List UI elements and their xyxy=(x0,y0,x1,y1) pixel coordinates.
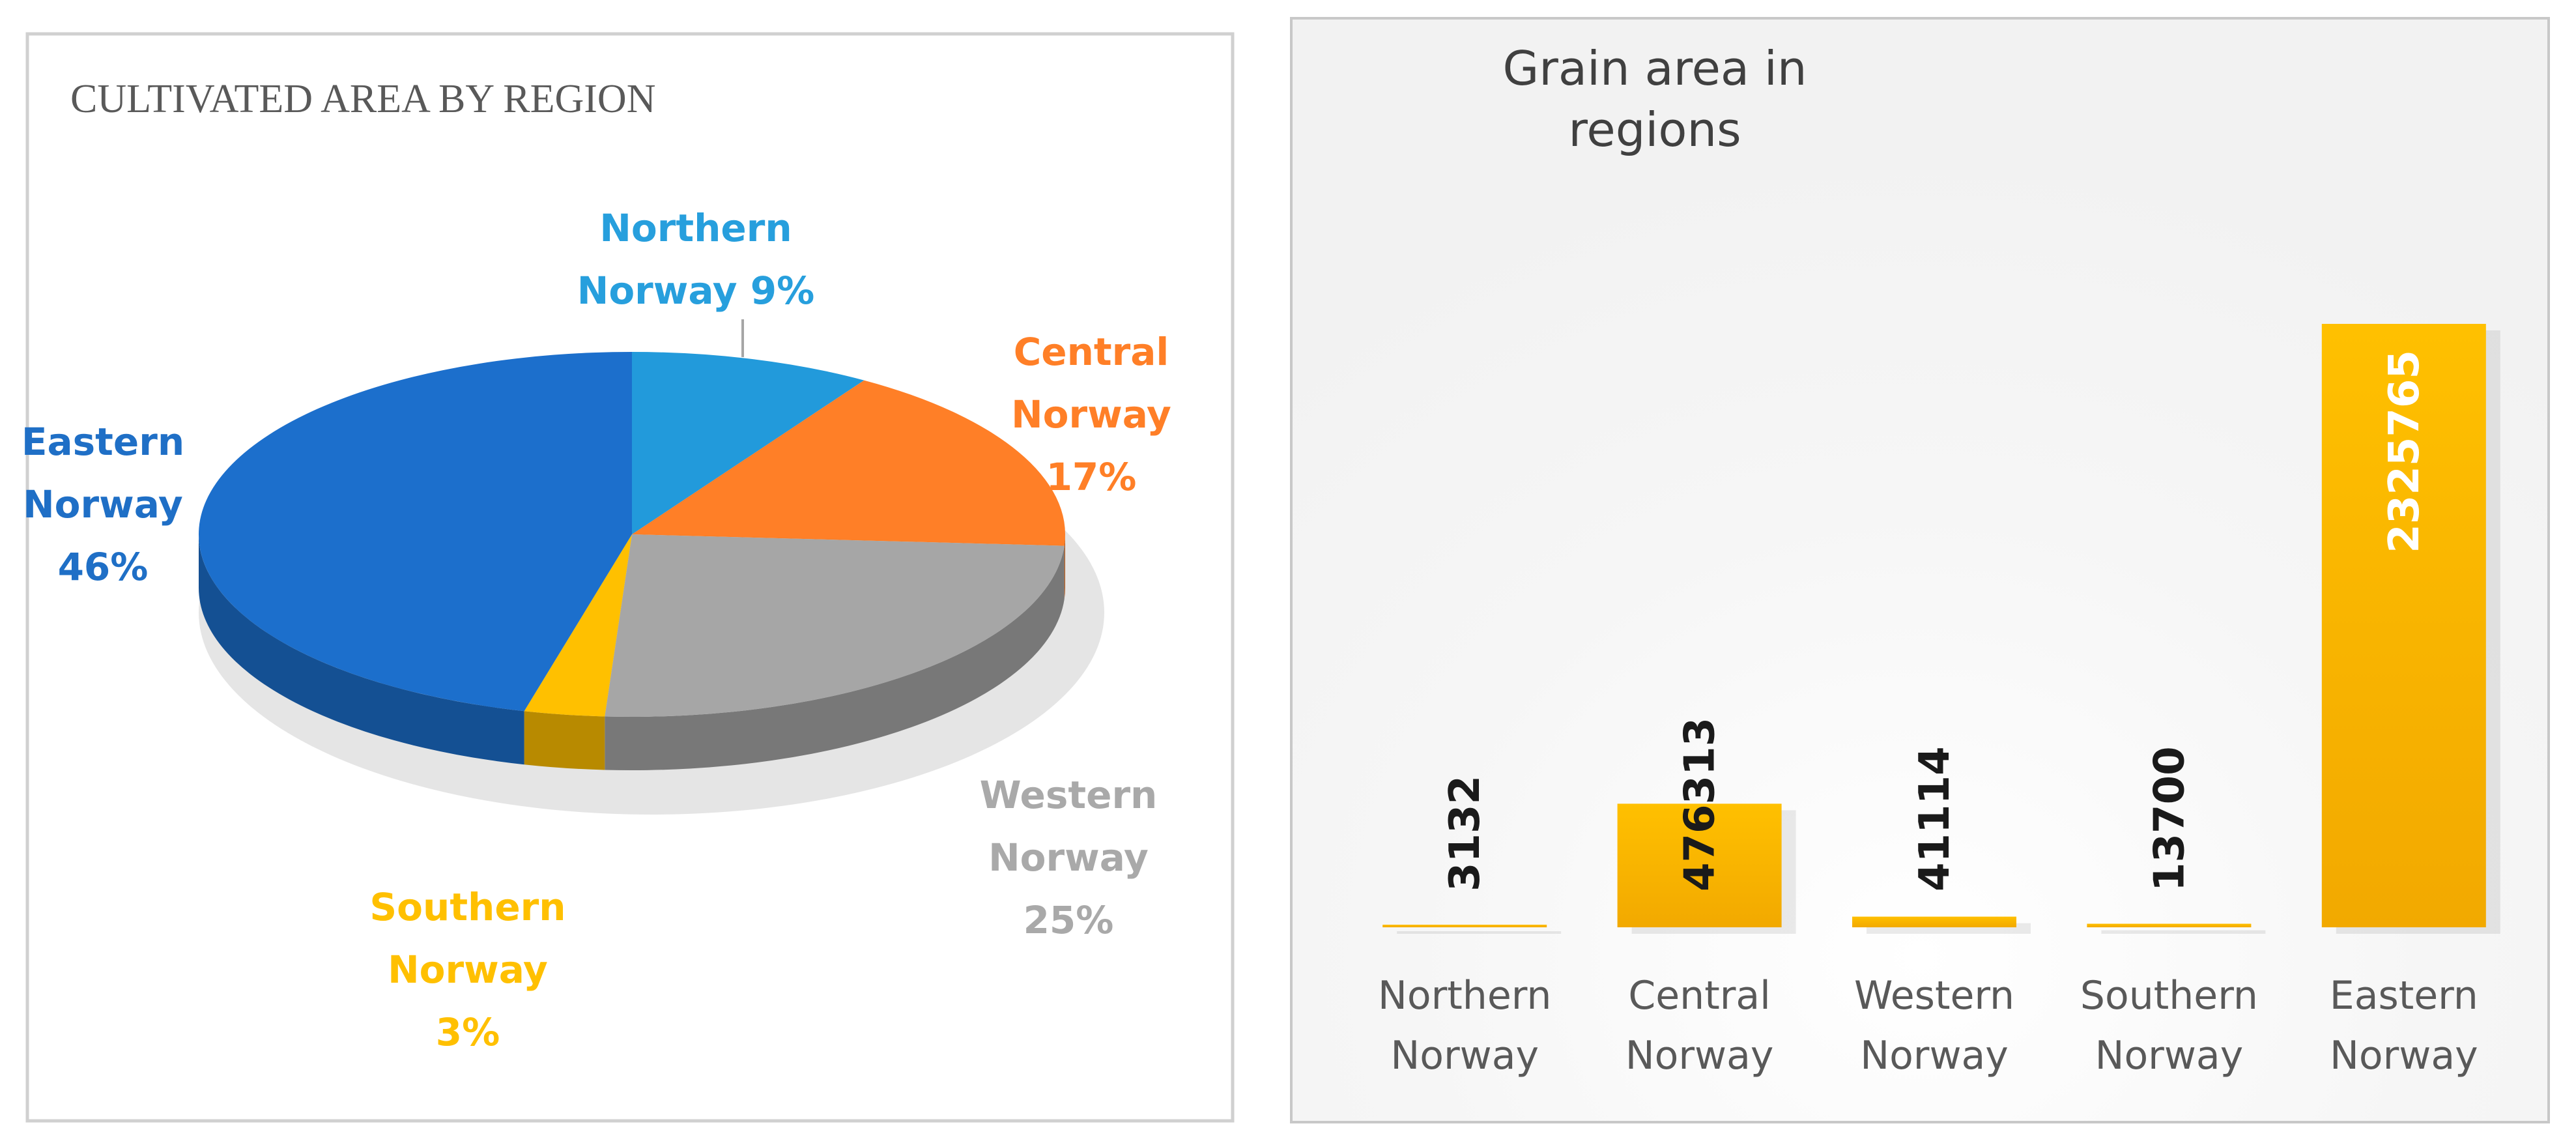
pie-side-3 xyxy=(524,711,605,770)
bar-1 xyxy=(1617,803,1782,927)
pie-data-label-line: Norway 9% xyxy=(577,268,814,313)
pie-data-label-3: Southern Norway 3% xyxy=(369,885,565,1054)
bar-chart-title: Grain area in regions xyxy=(1502,41,1807,157)
x-tick-label-2: Western Norway xyxy=(1854,973,2014,1078)
bar-chart: Grain area in regions 3132 Northern Norway 47… xyxy=(1378,41,2500,1078)
bar-0 xyxy=(1382,925,1547,927)
pie-data-label-line: 46% xyxy=(58,545,149,589)
pie-data-label-line: Western xyxy=(980,773,1158,817)
pie-data-label-line: 3% xyxy=(436,1010,500,1054)
x-tick-label-line: Norway xyxy=(2095,1033,2244,1078)
pie-slice-0 xyxy=(632,352,865,534)
bar-value-label-4: 2325765 xyxy=(2381,350,2429,553)
pie-data-label-1: Central Norway 17% xyxy=(1011,330,1171,499)
bar-chart-title-line: regions xyxy=(1568,102,1741,157)
bar-4 xyxy=(2321,324,2486,927)
x-tick-label-line: Norway xyxy=(1625,1033,1774,1078)
pie-data-label-line: Norway xyxy=(1011,392,1171,437)
pie-data-label-line: 17% xyxy=(1046,455,1137,499)
x-tick-label-1: Central Norway xyxy=(1625,973,1774,1078)
pie-data-label-line: Eastern xyxy=(21,420,184,464)
x-tick-label-line: Eastern xyxy=(2330,973,2478,1019)
pie-data-label-2: Western Norway 25% xyxy=(980,773,1158,942)
pie-data-label-line: Southern xyxy=(369,885,565,929)
x-tick-label-0: Northern Norway xyxy=(1378,973,1551,1078)
pie-chart: Northern Norway 9% Central Norway 17% Western… xyxy=(21,206,1171,1054)
bar-2 xyxy=(1852,916,2016,927)
pie-data-label-line: Norway xyxy=(388,948,548,992)
pie-data-label-line: Norway xyxy=(988,835,1149,880)
x-tick-label-line: Western xyxy=(1854,973,2014,1019)
pie-chart-title: CULTIVATED AREA BY REGION xyxy=(70,77,656,121)
x-tick-label-line: Central xyxy=(1628,973,1770,1019)
pie-slice-1 xyxy=(632,380,1065,546)
x-tick-label-line: Southern xyxy=(2080,973,2258,1019)
x-tick-label-line: Norway xyxy=(1390,1033,1539,1078)
bar-value-label-0: 3132 xyxy=(1441,775,1489,891)
pie-slice-3 xyxy=(524,534,632,717)
x-tick-label-3: Southern Norway xyxy=(2080,973,2258,1078)
pie-data-label-line: Central xyxy=(1014,330,1169,374)
bar-3 xyxy=(2087,923,2252,927)
x-tick-label-line: Norway xyxy=(2330,1033,2478,1078)
pie-slice-2 xyxy=(605,534,1065,717)
bar-shadow xyxy=(2101,930,2266,934)
pie-data-label-line: 25% xyxy=(1023,898,1114,942)
bar-chart-title-line: Grain area in xyxy=(1502,41,1807,96)
pie-slice-4 xyxy=(199,352,632,712)
pie-data-label-4: Eastern Norway 46% xyxy=(21,420,184,589)
pie-side-2 xyxy=(605,545,1065,770)
x-tick-label-line: Norway xyxy=(1860,1033,2009,1078)
pie-side-4 xyxy=(199,534,524,765)
bar-value-label-3: 13700 xyxy=(2145,746,2194,891)
pie-data-label-line: Norway xyxy=(23,482,183,527)
x-tick-label-line: Northern xyxy=(1378,973,1551,1019)
bar-value-label-1: 476313 xyxy=(1676,717,1724,891)
pie-data-label-line: Northern xyxy=(599,206,792,250)
x-tick-label-4: Eastern Norway xyxy=(2330,973,2478,1078)
pie-data-label-0: Northern Norway 9% xyxy=(577,206,814,313)
bar-value-label-2: 41114 xyxy=(1911,746,1959,891)
bar-shadow xyxy=(1397,931,1562,934)
